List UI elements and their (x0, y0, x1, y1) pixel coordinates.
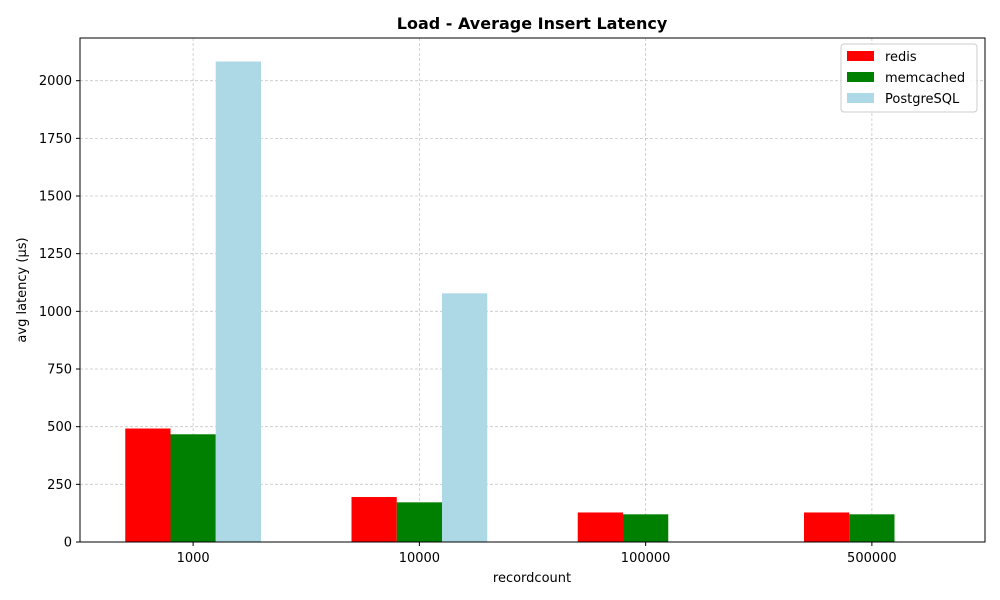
x-axis-label: recordcount (493, 571, 571, 586)
y-tick-label: 2000 (39, 74, 72, 89)
x-tick-label: 10000 (399, 551, 440, 566)
y-tick-label: 1500 (39, 190, 72, 205)
y-axis-ticks: 0 250 500 750 1000 1250 1500 1750 2000 (39, 74, 80, 551)
bar-redis-500000 (804, 512, 850, 542)
y-tick-label: 750 (47, 363, 72, 378)
legend-swatch-memcached (847, 72, 874, 82)
y-tick-label: 500 (47, 420, 72, 435)
y-tick-label: 0 (64, 536, 72, 551)
x-axis-ticks: 1000 10000 100000 500000 (177, 542, 897, 566)
legend-swatch-postgresql (847, 93, 874, 103)
y-tick-label: 250 (47, 478, 72, 493)
legend: redis memcached PostgreSQL (840, 43, 978, 113)
legend-label-postgresql: PostgreSQL (885, 92, 960, 107)
bar-redis-1000 (125, 428, 171, 542)
legend-label-redis: redis (885, 50, 917, 65)
bar-memcached-10000 (396, 502, 442, 542)
bar-memcached-1000 (170, 434, 216, 542)
y-axis-label: avg latency (µs) (15, 237, 30, 342)
legend-label-memcached: memcached (885, 71, 965, 86)
bar-redis-100000 (577, 512, 623, 542)
plot-area (79, 37, 986, 543)
x-tick-label: 1000 (177, 551, 210, 566)
legend-swatch-redis (847, 51, 874, 61)
bars (125, 61, 895, 543)
bar-memcached-500000 (849, 514, 895, 542)
chart-title: Load - Average Insert Latency (397, 14, 668, 33)
y-tick-label: 1000 (39, 305, 72, 320)
legend-box (840, 43, 978, 113)
y-tick-label: 1250 (39, 247, 72, 262)
bar-postgresql-10000 (442, 293, 488, 542)
bar-postgresql-1000 (215, 61, 261, 543)
x-tick-label: 100000 (621, 551, 671, 566)
x-tick-label: 500000 (847, 551, 897, 566)
bar-redis-10000 (351, 497, 397, 542)
y-tick-label: 1750 (39, 132, 72, 147)
bar-memcached-100000 (623, 514, 669, 542)
